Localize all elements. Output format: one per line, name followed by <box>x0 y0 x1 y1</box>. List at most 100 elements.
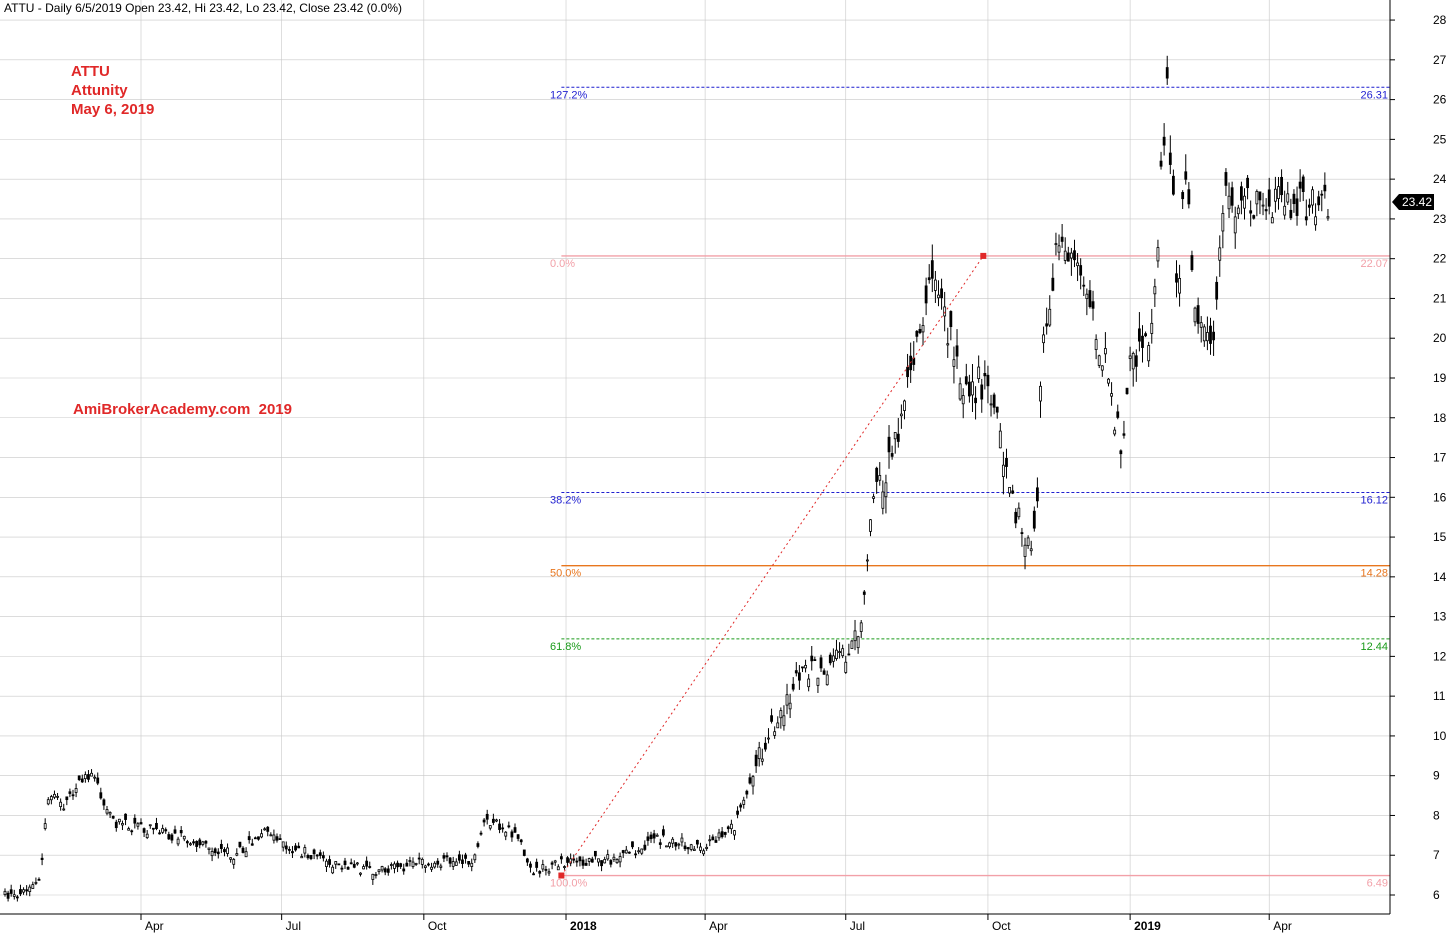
candle-body <box>1221 213 1225 232</box>
candle-body <box>136 823 140 827</box>
candle-body <box>155 822 158 830</box>
candle-body <box>807 678 811 688</box>
candle-body <box>723 832 727 835</box>
candle-body <box>930 260 934 279</box>
candle <box>844 655 848 674</box>
candle <box>1014 508 1018 529</box>
candle <box>368 861 372 869</box>
candle <box>532 871 535 876</box>
y-tick-label: 7 <box>1433 848 1440 862</box>
candle <box>658 838 662 849</box>
candle-body <box>742 799 746 805</box>
candle-body <box>37 878 41 881</box>
candle <box>331 864 335 875</box>
candle <box>912 341 916 371</box>
candle-body <box>198 839 202 846</box>
candle-body <box>1270 217 1274 224</box>
candle-body <box>46 799 50 805</box>
candle-body <box>967 381 971 397</box>
candle-body <box>1236 207 1240 215</box>
candle <box>1320 190 1324 212</box>
candle-body <box>377 869 381 873</box>
candle-body <box>587 858 591 862</box>
candle <box>1295 186 1299 226</box>
candle <box>77 775 81 782</box>
candle <box>266 826 270 837</box>
y-tick-label: 6 <box>1433 888 1440 902</box>
candle <box>108 811 112 818</box>
candle <box>399 862 403 869</box>
candle <box>924 277 928 316</box>
candle <box>80 774 84 783</box>
candle-body <box>105 809 109 814</box>
candle <box>111 815 115 820</box>
candle-body <box>442 855 446 859</box>
candle <box>918 323 922 335</box>
candle-body <box>949 311 953 328</box>
candle-body <box>618 856 622 863</box>
candle-body <box>878 475 882 481</box>
candle-body <box>445 855 449 858</box>
candle-body <box>1323 184 1327 192</box>
candle <box>940 278 943 310</box>
candle <box>170 833 174 844</box>
candle <box>1270 212 1274 224</box>
candle-body <box>921 325 925 333</box>
candle-body <box>331 866 335 874</box>
candle <box>3 888 7 897</box>
y-tick-label: 17 <box>1433 451 1447 465</box>
candle <box>420 857 424 869</box>
candle <box>74 783 78 798</box>
candle-body <box>841 648 845 657</box>
candle-body <box>977 366 981 380</box>
candle <box>559 853 563 864</box>
candle <box>365 856 369 870</box>
candle-body <box>961 395 965 405</box>
candle-body <box>1252 215 1256 219</box>
candle <box>306 853 310 860</box>
candle <box>745 789 749 799</box>
x-tick-label: 2018 <box>570 919 597 933</box>
candle-body <box>102 799 106 806</box>
candle <box>219 839 223 854</box>
candle <box>569 853 573 867</box>
fib-level-value: 14.28 <box>1360 568 1388 580</box>
candle-body <box>31 884 35 889</box>
candle-body <box>729 823 733 830</box>
candle <box>955 329 959 369</box>
candle <box>906 353 909 388</box>
candle <box>637 847 641 855</box>
candle <box>964 363 968 386</box>
candle-body <box>260 833 263 838</box>
candle-body <box>49 796 53 801</box>
candle <box>726 825 730 833</box>
candle <box>974 386 977 420</box>
candle <box>785 683 789 715</box>
candle-body <box>714 839 718 843</box>
candle-body <box>476 843 480 847</box>
candle-body <box>575 860 579 863</box>
candle-body <box>522 849 526 856</box>
candle <box>1088 280 1092 309</box>
candle-body <box>797 672 801 681</box>
trend-anchor-low <box>558 872 565 879</box>
candle <box>1233 206 1237 249</box>
annotation-date: May 6, 2019 <box>71 101 155 118</box>
candle <box>1066 246 1070 262</box>
candle <box>124 813 127 826</box>
candle <box>1150 308 1154 344</box>
candle <box>621 849 625 859</box>
candle <box>1048 295 1052 328</box>
candle <box>640 848 644 856</box>
candle-body <box>28 886 32 892</box>
candle <box>337 863 341 866</box>
candle <box>504 831 508 841</box>
candle-body <box>782 715 786 727</box>
candle <box>1171 169 1175 196</box>
watermark-text: AmiBrokerAcademy.com 2019 <box>73 401 292 418</box>
candle <box>856 635 860 654</box>
candle-body <box>572 858 576 861</box>
candle <box>949 310 953 341</box>
candle <box>501 823 505 833</box>
candle <box>300 853 304 859</box>
